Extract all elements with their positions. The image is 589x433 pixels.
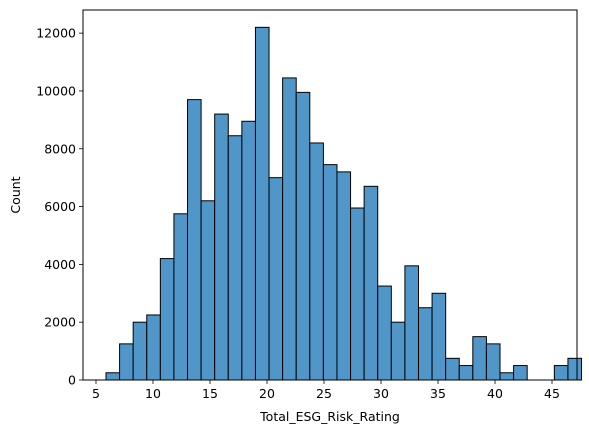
histogram-bar — [336, 171, 352, 381]
x-tick-label: 40 — [487, 386, 503, 401]
x-tick-label: 10 — [145, 386, 161, 401]
histogram-bar — [214, 113, 229, 381]
histogram-bar — [377, 285, 392, 381]
histogram-bar — [458, 365, 474, 381]
histogram-bar — [254, 26, 270, 381]
histogram-bar — [513, 365, 528, 381]
x-axis-label: Total_ESG_Risk_Rating — [259, 409, 400, 424]
histogram-bar — [417, 307, 433, 381]
histogram-bar — [295, 91, 311, 381]
histogram-bar — [350, 207, 365, 381]
x-tick-label: 30 — [373, 386, 389, 401]
histogram-bar — [485, 343, 501, 381]
histogram-bar — [132, 321, 148, 381]
x-tick-label: 5 — [92, 386, 100, 401]
histogram-bar — [241, 120, 256, 381]
histogram-bar — [282, 77, 297, 381]
histogram-bar — [567, 357, 583, 381]
plot-frame — [82, 9, 578, 381]
histogram-bar — [553, 365, 569, 381]
histogram-bar — [445, 357, 460, 381]
y-tick-label: 6000 — [44, 199, 76, 214]
histogram-bar — [268, 177, 284, 381]
y-axis-label: Count — [8, 176, 23, 213]
x-tick-label: 25 — [316, 386, 332, 401]
y-tick-label: 4000 — [44, 257, 76, 272]
y-tick-label: 8000 — [44, 141, 76, 156]
y-tick-label: 12000 — [36, 26, 76, 41]
histogram-bar — [309, 142, 324, 381]
histogram-bar — [173, 213, 189, 381]
histogram-bar — [363, 185, 379, 381]
bars-layer — [105, 26, 583, 381]
histogram-bar — [322, 164, 338, 381]
x-tick-label: 45 — [544, 386, 560, 401]
y-tick-label: 10000 — [36, 83, 76, 98]
histogram-bar — [227, 135, 243, 381]
x-tick-label: 15 — [202, 386, 218, 401]
histogram-bar — [404, 265, 419, 381]
x-tick-label: 35 — [430, 386, 446, 401]
histogram-bar — [146, 314, 161, 381]
histogram-bar — [200, 200, 216, 381]
histogram-bar — [390, 321, 406, 381]
histogram-bar — [119, 343, 134, 381]
x-tick-label: 20 — [259, 386, 275, 401]
ticks-layer: 5 10 15 20 25 30 35 40 45 0 2000 4000 6000 8000 10000 1… — [36, 26, 560, 401]
histogram-bar — [159, 258, 175, 381]
histogram-bar — [105, 372, 121, 381]
histogram-bar — [187, 99, 202, 381]
histogram-bar — [472, 336, 487, 381]
histogram-bar — [499, 372, 515, 381]
y-tick-label: 0 — [68, 373, 76, 388]
histogram-bar — [431, 292, 447, 381]
y-tick-label: 2000 — [44, 315, 76, 330]
